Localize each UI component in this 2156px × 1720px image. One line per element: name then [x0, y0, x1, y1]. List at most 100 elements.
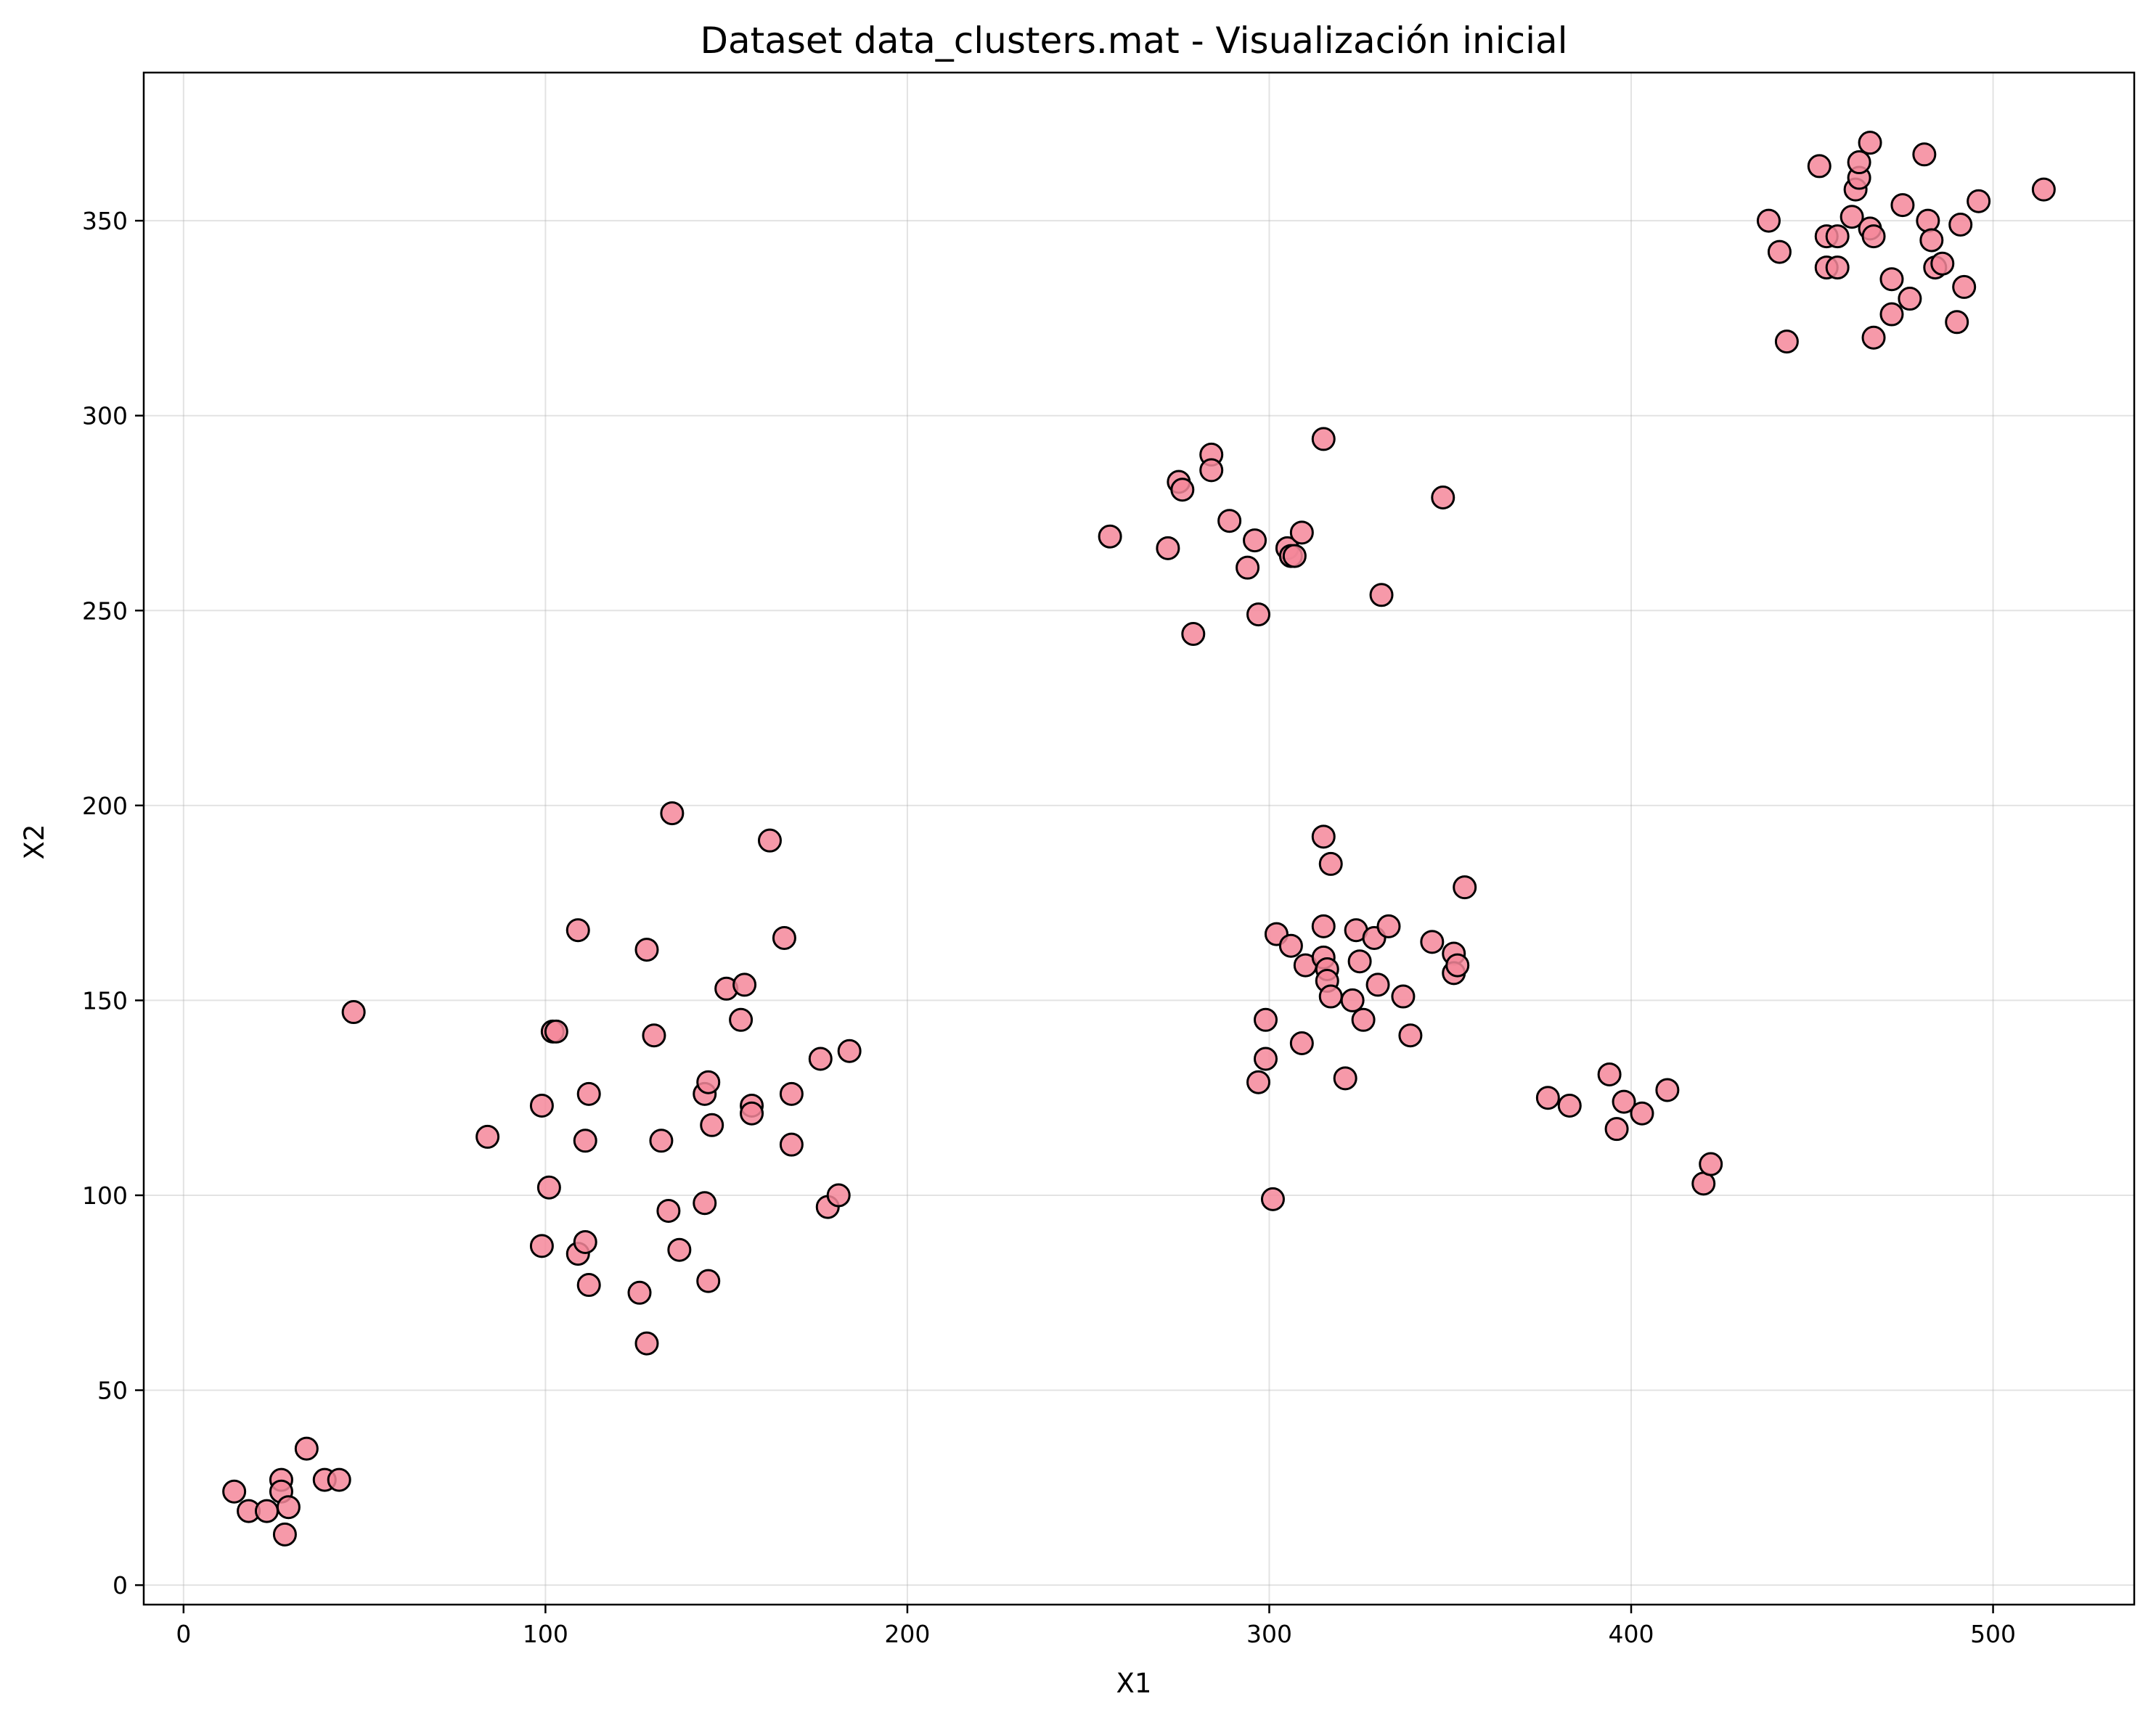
data-point	[732, 972, 757, 997]
data-point	[1369, 583, 1394, 607]
data-point	[1952, 274, 1977, 299]
data-point	[536, 1175, 561, 1200]
data-point	[341, 1000, 366, 1025]
data-point	[700, 1113, 724, 1137]
plot-area-frame	[142, 71, 2136, 1606]
data-point	[649, 1129, 674, 1153]
data-point	[1318, 984, 1343, 1009]
data-point	[1861, 325, 1886, 350]
data-point	[1825, 255, 1850, 280]
data-point	[1630, 1101, 1654, 1126]
y-tick-label: 200	[82, 792, 128, 820]
data-point	[1767, 239, 1792, 264]
data-point	[772, 925, 796, 950]
data-point	[327, 1467, 351, 1492]
data-point	[1948, 212, 1973, 237]
data-point	[642, 1023, 666, 1048]
data-point	[1311, 824, 1336, 849]
data-point	[1289, 520, 1314, 545]
data-point	[1340, 988, 1365, 1012]
data-point	[1858, 131, 1882, 155]
data-point	[1243, 528, 1267, 553]
data-point	[1898, 287, 1922, 311]
data-point	[1217, 509, 1242, 533]
data-point	[1612, 1089, 1636, 1114]
x-tick-label: 100	[523, 1620, 568, 1648]
data-point	[660, 801, 685, 826]
data-point	[1420, 930, 1445, 954]
data-point	[1861, 224, 1886, 249]
data-point	[826, 1183, 851, 1208]
data-point	[1535, 1086, 1560, 1110]
data-point	[1756, 208, 1781, 233]
data-point	[576, 1081, 601, 1106]
chart-title: Dataset data_clusters.mat - Visualizació…	[700, 20, 1567, 62]
data-point	[1655, 1078, 1680, 1102]
data-point	[1557, 1093, 1582, 1118]
data-point	[634, 1331, 659, 1356]
data-point	[1156, 536, 1180, 560]
grid-lines	[144, 73, 2134, 1605]
data-point	[294, 1436, 319, 1461]
x-tick-label: 0	[176, 1620, 191, 1648]
data-point	[1181, 621, 1206, 646]
data-point	[1445, 953, 1470, 978]
data-point	[573, 1229, 597, 1254]
data-point	[1774, 329, 1799, 354]
data-point	[1807, 154, 1832, 179]
data-point	[255, 1499, 279, 1523]
x-axis-label: X1	[1116, 1668, 1152, 1699]
x-tick-label: 400	[1609, 1620, 1654, 1648]
data-point	[729, 1007, 754, 1032]
data-point	[1347, 949, 1372, 974]
data-point	[272, 1522, 297, 1547]
data-point	[222, 1479, 247, 1504]
y-tick-label: 100	[82, 1182, 128, 1210]
data-point	[779, 1132, 804, 1157]
data-point	[1930, 251, 1955, 276]
x-tick-label: 200	[884, 1620, 930, 1648]
data-point	[1170, 478, 1195, 502]
y-tick-label: 50	[97, 1377, 128, 1405]
data-point	[808, 1047, 833, 1071]
data-point	[544, 1019, 568, 1044]
data-point	[565, 918, 590, 943]
data-point	[656, 1198, 681, 1223]
data-point	[1919, 228, 1944, 253]
data-point	[1890, 193, 1915, 218]
data-point	[1365, 972, 1390, 997]
data-point	[693, 1191, 717, 1216]
data-point	[1311, 914, 1336, 938]
data-point	[1236, 555, 1260, 580]
data-point	[1246, 1070, 1271, 1094]
data-point	[779, 1081, 804, 1106]
data-points	[222, 131, 2056, 1547]
data-point	[1967, 189, 1991, 213]
data-point	[1246, 602, 1271, 627]
data-point	[1318, 851, 1343, 876]
data-point	[1825, 224, 1850, 249]
data-point	[837, 1039, 862, 1063]
data-point	[1199, 458, 1224, 483]
data-point	[1260, 1187, 1285, 1211]
data-point	[1282, 544, 1307, 568]
y-tick-label: 0	[113, 1571, 128, 1600]
y-axis-label: X2	[19, 824, 50, 860]
data-point	[276, 1495, 301, 1520]
data-point	[1253, 1007, 1278, 1032]
data-point	[667, 1237, 692, 1262]
data-point	[627, 1280, 652, 1305]
data-point	[529, 1093, 554, 1118]
data-point	[1376, 914, 1401, 938]
data-point	[1398, 1023, 1423, 1048]
data-point	[1912, 142, 1937, 167]
data-point	[1916, 208, 1940, 233]
data-point	[1311, 427, 1336, 451]
data-point	[1289, 1031, 1314, 1056]
axis-ticks: 0 100 200 300 400 500 0 50 100 150 200 250 300 350	[82, 207, 2016, 1648]
data-point	[573, 1129, 597, 1153]
data-point	[634, 938, 659, 962]
data-point	[1879, 267, 1904, 292]
data-point	[1453, 875, 1477, 900]
